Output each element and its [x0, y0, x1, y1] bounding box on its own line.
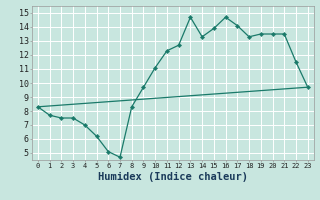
- X-axis label: Humidex (Indice chaleur): Humidex (Indice chaleur): [98, 172, 248, 182]
